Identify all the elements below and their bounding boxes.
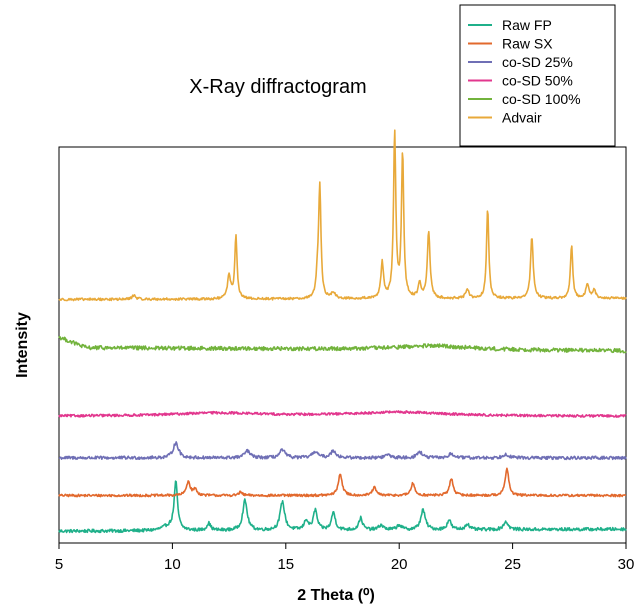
x-tick-label: 10 bbox=[164, 556, 181, 573]
legend-entry: co-SD 100% bbox=[502, 91, 581, 107]
series-line-raw-fp bbox=[58, 480, 627, 534]
plot-frame bbox=[58, 146, 627, 544]
chart-title: X-Ray diffractogram bbox=[189, 76, 366, 98]
legend: Raw FP Raw SX co-SD 25% co-SD 50% co-SD 100%… bbox=[459, 4, 616, 147]
y-axis-title: Intensity bbox=[14, 312, 31, 378]
x-tick-label: 20 bbox=[391, 556, 408, 573]
legend-entry: co-SD 25% bbox=[502, 54, 573, 70]
x-axis-title: 2 Theta (⁰) bbox=[297, 587, 375, 604]
series-line-co-sd-100- bbox=[58, 335, 627, 354]
legend-entry: Raw FP bbox=[502, 17, 552, 33]
series-layer bbox=[58, 129, 627, 534]
series-line-co-sd-25- bbox=[58, 441, 627, 461]
legend-entry: Raw SX bbox=[502, 36, 553, 52]
series-line-co-sd-50- bbox=[58, 410, 627, 418]
x-tick-label: 30 bbox=[618, 556, 635, 573]
legend-box bbox=[459, 4, 616, 147]
x-tick-label: 15 bbox=[277, 556, 294, 573]
series-line-advair bbox=[58, 129, 627, 302]
x-tick-label: 25 bbox=[504, 556, 521, 573]
x-axis-ticks: 5 10 15 20 25 30 bbox=[55, 543, 635, 573]
series-line-raw-sx bbox=[58, 467, 627, 498]
legend-entry: Advair bbox=[502, 110, 542, 126]
legend-entry: co-SD 50% bbox=[502, 73, 573, 89]
x-tick-label: 5 bbox=[55, 556, 63, 573]
